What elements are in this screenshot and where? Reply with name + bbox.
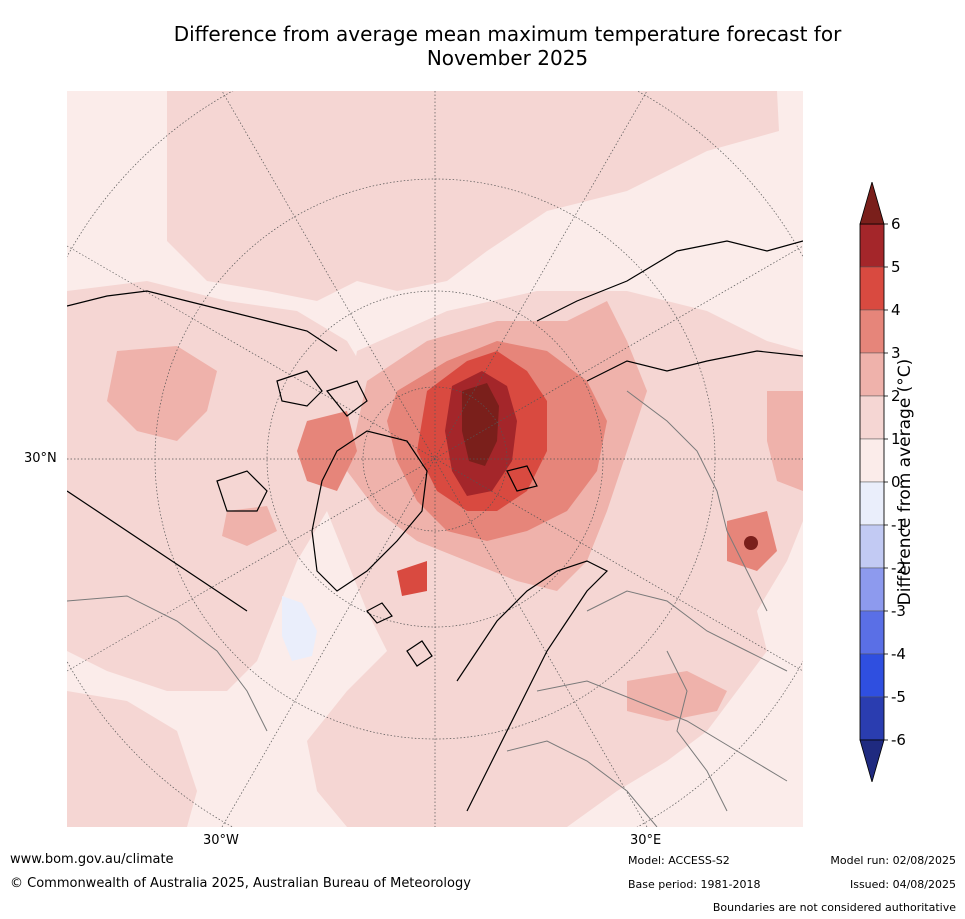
colorbar-band (859, 395, 885, 440)
footer-copyright: © Commonwealth of Australia 2025, Austra… (10, 876, 471, 891)
title-line-1: Difference from average mean maximum tem… (173, 22, 842, 46)
colorbar-ticks: 6 5 4 3 2 1 0 -1 -2 -3 -4 -5 -6 (884, 215, 906, 749)
colorbar-band (859, 309, 885, 354)
colorbar-tick-label: 5 (891, 258, 901, 276)
map-svg (67, 91, 803, 827)
colorbar-tick-label: 3 (891, 344, 901, 362)
anomaly-over-6-regions (462, 383, 758, 550)
colorbar-tick-label: 2 (891, 387, 901, 405)
colorbar-band (859, 567, 885, 612)
parallel-label-30n: 30°N (24, 451, 57, 466)
colorbar-band (859, 438, 885, 483)
colorbar-tick-label: -6 (891, 731, 906, 749)
colorbar-band (859, 481, 885, 526)
coastlines (67, 240, 803, 812)
colorbar-band (859, 352, 885, 397)
colorbar-band (859, 524, 885, 569)
footer-url[interactable]: www.bom.gov.au/climate (10, 852, 174, 867)
meridian-label-30e: 30°E (630, 833, 662, 848)
title-line-2: November 2025 (426, 46, 589, 70)
colorbar-band (859, 223, 885, 268)
colorbar-tick-label: -4 (891, 645, 906, 663)
anomaly-negative-region (282, 596, 317, 661)
colorbar-over-triangle (859, 180, 885, 225)
graticule (67, 91, 803, 827)
colorbar-bands (859, 223, 885, 741)
colorbar-band (859, 610, 885, 655)
colorbar-under-triangle (859, 739, 885, 784)
chart-title: Difference from average mean maximum tem… (60, 22, 955, 70)
colorbar-title: Difference from average (°C) (895, 358, 915, 606)
colorbar-tick-label: 4 (891, 301, 901, 319)
colorbar-band (859, 696, 885, 741)
colorbar-tick-label: -1 (891, 516, 906, 534)
footer-model-run: Model run: 02/08/2025 (830, 854, 956, 867)
colorbar-svg: 6 5 4 3 2 1 0 -1 -2 -3 -4 -5 -6 (859, 180, 906, 784)
footer-disclaimer: Boundaries are not considered authoritat… (712, 901, 956, 914)
colorbar-tick-label: -2 (891, 559, 906, 577)
footer-base-period: Base period: 1981-2018 (628, 878, 761, 891)
colorbar-tick-label: 6 (891, 215, 901, 233)
colorbar: 6 5 4 3 2 1 0 -1 -2 -3 -4 -5 -6 (858, 180, 918, 784)
colorbar-band (859, 653, 885, 698)
colorbar-tick-label: 1 (891, 430, 901, 448)
colorbar-tick-label: 0 (891, 473, 901, 491)
footer-model: Model: ACCESS-S2 (628, 854, 730, 867)
footer-issued: Issued: 04/08/2025 (849, 878, 956, 891)
meridian-label-30w: 30°W (203, 833, 239, 848)
forecast-map (67, 91, 803, 827)
colorbar-tick-label: -5 (891, 688, 906, 706)
colorbar-band (859, 266, 885, 311)
colorbar-tick-label: -3 (891, 602, 906, 620)
country-borders (67, 390, 788, 827)
